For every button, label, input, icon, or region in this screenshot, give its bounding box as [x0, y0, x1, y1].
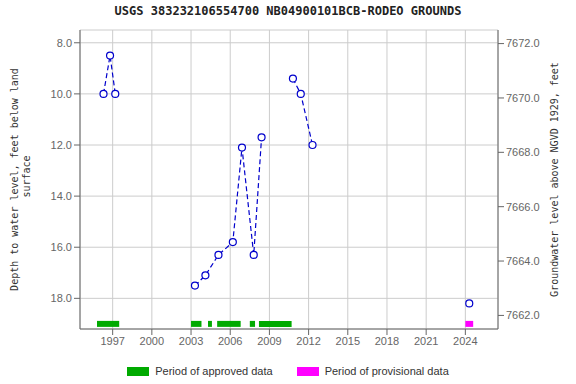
svg-text:2024: 2024 — [453, 335, 477, 347]
svg-text:12.0: 12.0 — [51, 139, 72, 151]
html-text:Period of approved data: Period of approved data — [155, 365, 273, 377]
svg-text:14.0: 14.0 — [51, 190, 72, 202]
svg-text:7668.0: 7668.0 — [506, 146, 540, 158]
svg-text:18.0: 18.0 — [51, 292, 72, 304]
svg-text:2003: 2003 — [179, 335, 203, 347]
svg-text:7662.0: 7662.0 — [506, 309, 540, 321]
svg-text:7672.0: 7672.0 — [506, 37, 540, 49]
svg-text:2015: 2015 — [336, 335, 360, 347]
svg-text:2021: 2021 — [414, 335, 438, 347]
svg-text:7670.0: 7670.0 — [506, 92, 540, 104]
svg-text:16.0: 16.0 — [51, 241, 72, 253]
svg-text:8.0: 8.0 — [57, 37, 72, 49]
svg-text:7666.0: 7666.0 — [506, 201, 540, 213]
svg-text:7664.0: 7664.0 — [506, 255, 540, 267]
svg-text:1997: 1997 — [100, 335, 124, 347]
html-text:Period of provisional data: Period of provisional data — [324, 365, 449, 377]
svg-text:Depth to water level, feet bel: Depth to water level, feet below land su… — [9, 68, 32, 291]
svg-text:Groundwater level above NGVD 1: Groundwater level above NGVD 1929, feet — [549, 62, 560, 297]
svg-text:2009: 2009 — [257, 335, 281, 347]
svg-text:2012: 2012 — [296, 335, 320, 347]
html-text:USGS 383232106554700 NB0490010: USGS 383232106554700 NB04900101BCB-RODEO… — [114, 4, 462, 18]
svg-text:2018: 2018 — [375, 335, 399, 347]
svg-text:2000: 2000 — [140, 335, 164, 347]
svg-text:2006: 2006 — [218, 335, 242, 347]
svg-text:10.0: 10.0 — [51, 88, 72, 100]
